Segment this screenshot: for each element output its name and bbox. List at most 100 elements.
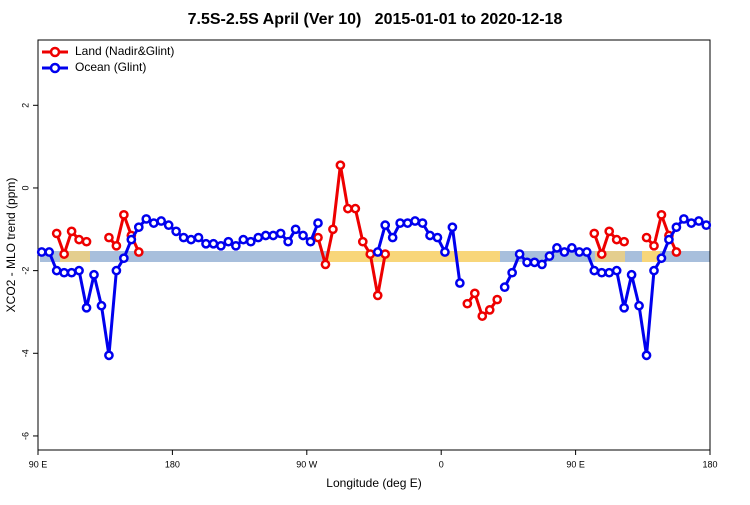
point	[626, 269, 637, 280]
point	[537, 259, 547, 270]
point	[148, 218, 159, 228]
point	[74, 265, 84, 276]
point	[604, 267, 615, 278]
point	[208, 238, 219, 249]
point	[387, 232, 398, 243]
point	[574, 247, 585, 257]
point	[649, 265, 659, 276]
point	[216, 240, 226, 251]
point	[171, 226, 181, 237]
point	[634, 300, 644, 311]
legend-label: Land (Nadir&Glint)	[75, 44, 174, 58]
point	[664, 234, 674, 245]
point	[492, 294, 503, 305]
point	[499, 282, 510, 293]
point	[193, 232, 204, 243]
point	[96, 300, 107, 311]
y-axis-label: XCO2 - MLO trend (ppm)	[4, 178, 18, 313]
point	[395, 218, 405, 228]
land-samples	[595, 251, 625, 262]
point	[66, 226, 77, 237]
point	[89, 269, 99, 280]
point	[469, 288, 480, 299]
point	[611, 234, 622, 245]
point	[477, 311, 488, 321]
legend-marker	[49, 62, 61, 74]
point	[186, 234, 196, 245]
point	[514, 249, 525, 259]
point	[567, 243, 577, 253]
point	[104, 350, 114, 361]
point	[51, 228, 62, 239]
point	[305, 236, 316, 247]
point	[178, 232, 189, 243]
point	[693, 216, 704, 226]
point	[656, 253, 667, 264]
y-tick-label: -2	[20, 267, 30, 275]
point	[290, 224, 301, 235]
point	[275, 228, 286, 239]
land-samples	[328, 251, 500, 262]
point	[701, 220, 712, 231]
x-tick-label: 90 E	[566, 459, 585, 469]
x-tick-label: 0	[439, 459, 444, 469]
point	[298, 230, 308, 241]
point	[589, 228, 600, 239]
y-tick-label: -4	[20, 349, 30, 357]
point	[484, 305, 495, 315]
point	[51, 265, 62, 276]
point	[656, 209, 667, 220]
point	[126, 234, 137, 245]
point	[223, 236, 234, 247]
point	[686, 218, 697, 228]
point	[283, 236, 293, 247]
point	[111, 265, 122, 276]
land-samples	[60, 251, 90, 262]
point	[253, 232, 264, 243]
x-axis-label: Longitude (deg E)	[326, 476, 421, 490]
point	[596, 267, 607, 278]
point	[417, 218, 428, 228]
land-samples	[642, 251, 660, 262]
point	[581, 247, 592, 257]
point	[81, 302, 92, 313]
point	[596, 249, 607, 259]
point	[455, 278, 465, 288]
point	[544, 251, 555, 262]
point	[238, 234, 249, 245]
point	[372, 290, 383, 301]
point	[679, 214, 689, 224]
y-tick-label: 2	[20, 103, 30, 108]
point	[104, 232, 114, 243]
point	[529, 257, 540, 268]
point	[201, 238, 211, 249]
x-tick-label: 90 W	[296, 459, 318, 469]
point	[447, 222, 458, 233]
point	[671, 222, 682, 233]
point	[335, 160, 346, 171]
x-tick-label: 90 E	[29, 459, 48, 469]
point	[119, 209, 129, 220]
point	[380, 220, 391, 231]
y-tick-label: -6	[20, 432, 30, 440]
point	[641, 350, 652, 361]
point	[111, 240, 122, 251]
legend-marker	[49, 46, 61, 58]
point	[380, 249, 391, 259]
x-tick-label: 180	[165, 459, 180, 469]
point	[611, 265, 622, 276]
point	[313, 218, 323, 228]
point	[410, 216, 420, 226]
point	[59, 267, 69, 278]
point	[589, 265, 600, 276]
point	[604, 226, 615, 237]
point	[133, 247, 144, 257]
point	[649, 240, 659, 251]
point	[641, 232, 652, 243]
y-tick-label: 0	[20, 185, 30, 190]
point	[268, 230, 279, 241]
point	[619, 236, 629, 247]
point	[313, 232, 323, 243]
x-tick-label: 180	[702, 459, 717, 469]
